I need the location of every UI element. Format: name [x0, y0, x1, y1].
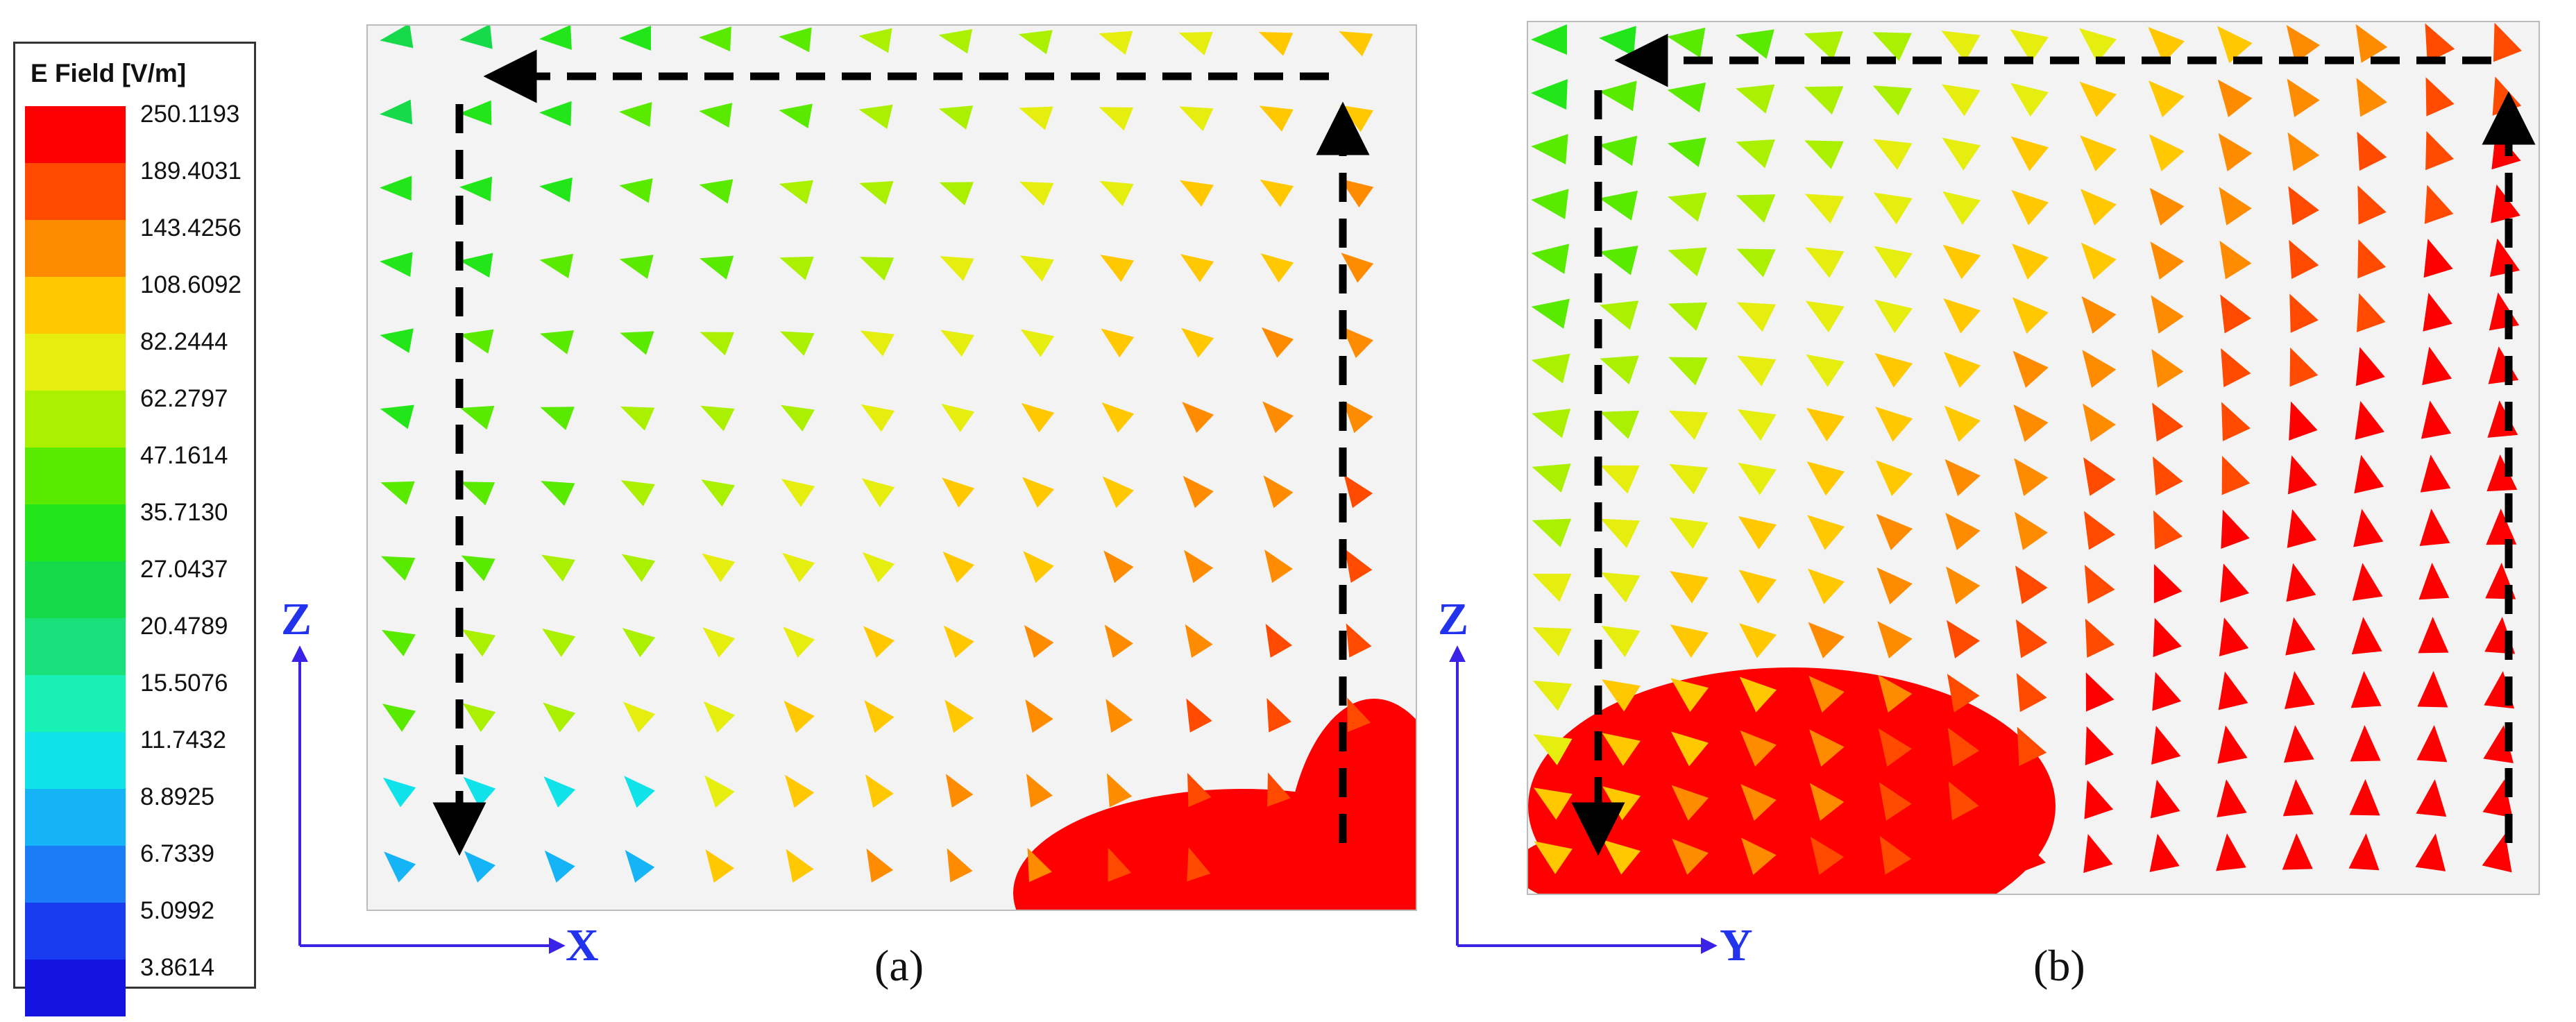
axes-b: [1457, 649, 1714, 946]
circulation-path-b: [1598, 60, 2509, 843]
z-axis-label-b: Z: [1438, 593, 1468, 646]
caption-b: (b): [2033, 940, 2085, 991]
axes-a: [300, 649, 562, 946]
circulation-path-a: [459, 76, 1343, 843]
z-axis-label-a: Z: [281, 593, 312, 646]
y-axis-label-b: Y: [1720, 919, 1753, 972]
caption-a: (a): [874, 940, 924, 991]
x-axis-label-a: X: [566, 919, 599, 972]
